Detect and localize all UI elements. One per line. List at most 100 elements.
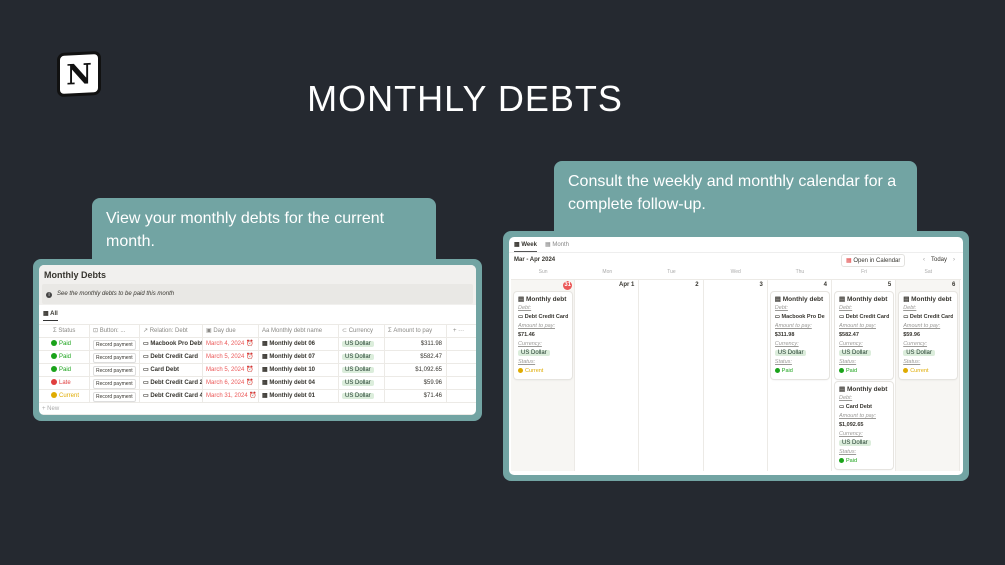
status-dot-icon xyxy=(774,368,780,373)
prev-week-button[interactable]: ‹ xyxy=(923,257,925,263)
record-payment-button[interactable]: Record payment xyxy=(93,353,136,363)
view-tab-all[interactable]: ▦ All xyxy=(43,310,58,321)
page-icon: ▤ xyxy=(774,296,783,303)
card-field: US Dollar xyxy=(903,349,953,358)
name-cell[interactable]: ▦ Monthly debt 01 xyxy=(259,390,339,403)
card-value: Currency: xyxy=(839,431,863,437)
card-field: Status: xyxy=(775,358,825,367)
column-header[interactable]: Aa Monthly debt name xyxy=(259,325,339,338)
status-label: Late xyxy=(59,380,71,386)
card-value: $582.47 xyxy=(839,332,859,338)
card-field: Debt: xyxy=(839,304,889,313)
amount-value: $582.47 xyxy=(420,354,442,360)
card-field: Currency: xyxy=(839,340,889,349)
table-row[interactable]: Paid Record payment ▭ Debt Credit Card Marc… xyxy=(39,350,476,364)
status-dot-icon xyxy=(839,368,844,373)
date-range: Mar - Apr 2024 xyxy=(514,257,556,263)
card-field: Paid xyxy=(839,367,889,376)
calendar-event-card[interactable]: ▤ Monthly debt 08Debt:▭ Debt Credit Card… xyxy=(835,292,894,379)
amount-cell: $1,092.65 xyxy=(385,364,447,377)
new-row-button[interactable]: + New xyxy=(39,402,476,415)
amount-cell: $71.46 xyxy=(385,390,447,403)
card-field: Amount to pay: xyxy=(903,322,953,331)
callout-left: View your monthly debts for the current … xyxy=(92,198,436,262)
column-type-icon: Σ xyxy=(53,328,59,334)
card-value: Status: xyxy=(774,359,792,365)
card-field: Currency: xyxy=(903,340,953,349)
relation-cell[interactable]: ▭ Debt Credit Card 4 xyxy=(140,390,203,403)
table-row[interactable]: Current Record payment ▭ Debt Credit Card … xyxy=(39,389,476,403)
calendar-event-card[interactable]: ▤ Monthly debt 05Debt:▭ Debt Credit Card… xyxy=(899,292,958,379)
status-cell: Paid xyxy=(39,338,90,351)
table-row[interactable]: Paid Record payment ▭ Card Debt March 5, 20… xyxy=(39,363,476,377)
relation-cell[interactable]: ▭ Debt Credit Card xyxy=(140,351,203,364)
column-header[interactable]: Σ Amount to pay xyxy=(385,325,447,338)
column-header[interactable]: ⊡ Button: ... xyxy=(90,325,140,338)
calendar-icon: ▦ xyxy=(262,354,270,360)
column-header[interactable]: ⊂ Currency xyxy=(339,325,385,338)
day-column[interactable]: 4 xyxy=(768,280,832,471)
card-field: Debt: xyxy=(518,304,568,313)
card-field: ▭ Debt Credit Card 4 xyxy=(518,313,568,322)
money-icon: ▭ xyxy=(903,314,910,320)
card-field: ▭ Card Debt xyxy=(839,403,889,412)
calendar-icon: ▦ xyxy=(262,380,270,386)
tab-month[interactable]: ▦ Month xyxy=(545,242,570,248)
card-value: Currency: xyxy=(774,341,799,347)
card-field: US Dollar xyxy=(839,439,889,448)
day-column[interactable]: Apr 1 xyxy=(575,280,640,471)
relation-cell[interactable]: ▭ Macbook Pro Debt xyxy=(140,338,203,351)
table-screenshot: Monthly Debts i See the monthly debts to… xyxy=(33,259,482,421)
status-dot-icon xyxy=(51,379,57,385)
name-cell[interactable]: ▦ Monthly debt 06 xyxy=(259,338,339,351)
card-value: $71.46 xyxy=(518,332,535,338)
card-field: $71.46 xyxy=(518,331,568,340)
day-column[interactable]: 3 xyxy=(704,280,768,471)
debt-name: Monthly debt 01 xyxy=(269,393,316,399)
name-cell[interactable]: ▦ Monthly debt 10 xyxy=(259,364,339,377)
card-field: Paid xyxy=(839,457,889,466)
relation-cell[interactable]: ▭ Debt Credit Card 2 xyxy=(140,377,203,390)
next-week-button[interactable]: › xyxy=(953,257,955,263)
amount-value: $59.96 xyxy=(423,380,442,386)
card-field: Amount to pay: xyxy=(775,322,825,331)
record-payment-button[interactable]: Record payment xyxy=(93,366,136,376)
page-icon: ▤ xyxy=(839,296,847,303)
amount-cell: $311.98 xyxy=(385,338,447,351)
column-header[interactable]: ▣ Day due xyxy=(203,325,259,338)
card-field: $311.98 xyxy=(775,331,825,340)
card-value: Currency: xyxy=(839,341,863,347)
relation-cell[interactable]: ▭ Card Debt xyxy=(140,364,203,377)
money-icon: ▭ xyxy=(143,380,151,386)
record-payment-button[interactable]: Record payment xyxy=(93,340,136,350)
record-payment-button[interactable]: Record payment xyxy=(93,379,136,389)
card-value: Current xyxy=(525,368,544,374)
name-cell[interactable]: ▦ Monthly debt 04 xyxy=(259,377,339,390)
status-label: Current xyxy=(59,393,80,399)
add-column-button[interactable]: + ··· xyxy=(453,328,465,334)
table-row[interactable]: Paid Record payment ▭ Macbook Pro Debt Marc… xyxy=(39,337,476,351)
record-payment-button[interactable]: Record payment xyxy=(93,392,136,402)
card-value: Status: xyxy=(518,359,536,365)
column-type-icon: ⊂ xyxy=(342,328,349,334)
today-button[interactable]: Today xyxy=(931,257,948,263)
button-cell: Record payment xyxy=(90,364,140,377)
calendar-event-card[interactable]: ▤ Monthly debt 11Debt:▭ Card DebtAmount … xyxy=(835,382,894,469)
column-header[interactable]: Σ Status xyxy=(39,325,90,338)
money-icon: ▭ xyxy=(143,393,151,399)
open-in-calendar-button[interactable]: ▦ Open in Calendar xyxy=(841,254,906,267)
currency-cell: US Dollar xyxy=(339,364,385,377)
calendar-event-card[interactable]: ▤ Monthly debt 01Debt:▭ Debt Credit Card… xyxy=(514,292,573,379)
card-value: US Dollar xyxy=(839,440,871,446)
card-field: US Dollar xyxy=(518,349,568,358)
alarm-icon: ⏰ xyxy=(244,380,254,386)
name-cell[interactable]: ▦ Monthly debt 07 xyxy=(259,351,339,364)
day-column[interactable]: 2 xyxy=(639,280,704,471)
day-column[interactable]: 5 xyxy=(832,280,897,471)
table-row[interactable]: Late Record payment ▭ Debt Credit Card 2 Ma… xyxy=(39,376,476,390)
calendar-event-card[interactable]: ▤ Monthly debt 07Debt:▭ Macbook Pro Debt… xyxy=(770,292,829,379)
card-field: Currency: xyxy=(839,430,889,439)
column-header[interactable]: ↗ Relation: Debt xyxy=(140,325,203,338)
tab-week[interactable]: ▦ Week xyxy=(514,241,537,252)
card-value: Monthly debt 07 xyxy=(782,296,825,303)
